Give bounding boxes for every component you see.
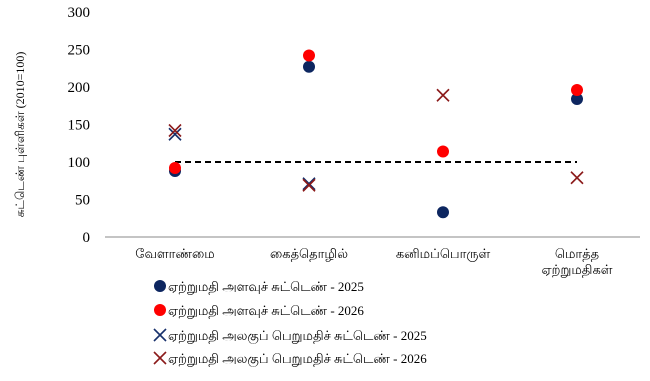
axes-layer: 0 50 100 150 200 250 300 சுட்டெண் புள்ளிகள் (20…: [13, 5, 640, 278]
x-category-label: கைத்தொழில்: [270, 246, 348, 261]
x-marker-stroke: [302, 177, 316, 191]
x-marker-stroke: [153, 328, 167, 342]
data-point: [168, 123, 182, 138]
legend-label: ஏற்றுமதி அளவுச் சுட்டெண் - 2026: [168, 303, 364, 319]
x-marker-stroke: [436, 88, 450, 102]
legend-label: ஏற்றுமதி அளவுச் சுட்டெண் - 2025: [168, 279, 364, 295]
data-point: [169, 162, 181, 174]
x-category-label: மொத்த ஏற்றுமதிகள்: [542, 246, 613, 278]
data-point: [571, 93, 583, 105]
y-tick-label: 100: [68, 155, 91, 171]
legend-label: ஏற்றுமதி அலகுப் பெறுமதிச் சுட்டெண் - 202…: [168, 328, 427, 344]
legend-marker: [154, 280, 166, 292]
marks-layer: [168, 49, 584, 219]
legend-item: ஏற்றுமதி அளவுச் சுட்டெண் - 2025: [154, 279, 364, 295]
legend-marker: [154, 304, 166, 316]
x-category-label: கனிமப்பொருள்: [396, 246, 491, 262]
x-category-label-line: மொத்த: [555, 246, 599, 261]
legend-marker: [153, 328, 167, 342]
x-category-label-line: ஏற்றுமதிகள்: [542, 262, 613, 278]
data-point: [303, 49, 315, 62]
y-axis-title: சுட்டெண் புள்ளிகள் (2010=100): [13, 52, 27, 218]
data-point: [437, 206, 449, 219]
x-marker-stroke: [302, 178, 316, 192]
y-tick-label: 250: [68, 43, 91, 59]
data-point: [437, 145, 449, 158]
y-tick-label: 150: [68, 118, 91, 134]
x-marker-stroke: [153, 351, 167, 365]
y-tick-label: 0: [83, 230, 91, 246]
data-point: [302, 178, 316, 192]
legend-item: ஏற்றுமதி அலகுப் பெறுமதிச் சுட்டெண் - 202…: [153, 328, 427, 344]
data-point: [570, 171, 584, 185]
legend: ஏற்றுமதி அளவுச் சுட்டெண் - 2025 ஏற்றுமதி …: [153, 279, 427, 367]
data-point: [302, 177, 316, 191]
legend-marker: [153, 351, 167, 365]
y-tick-label: 300: [68, 5, 91, 21]
x-marker-stroke: [570, 171, 584, 185]
y-tick-label: 50: [75, 193, 90, 209]
x-category-label: வேளாண்மை: [135, 246, 215, 261]
legend-item: ஏற்றுமதி அலகுப் பெறுமதிச் சுட்டெண் - 202…: [153, 351, 427, 367]
data-point: [571, 84, 583, 96]
x-marker-stroke: [168, 123, 182, 138]
data-point: [168, 127, 182, 141]
data-point: [303, 60, 315, 73]
data-point: [436, 88, 450, 102]
x-marker-stroke: [168, 127, 182, 141]
legend-label: ஏற்றுமதி அலகுப் பெறுமதிச் சுட்டெண் - 202…: [168, 351, 427, 367]
legend-item: ஏற்றுமதி அளவுச் சுட்டெண் - 2026: [154, 303, 364, 319]
y-tick-label: 200: [68, 80, 91, 96]
